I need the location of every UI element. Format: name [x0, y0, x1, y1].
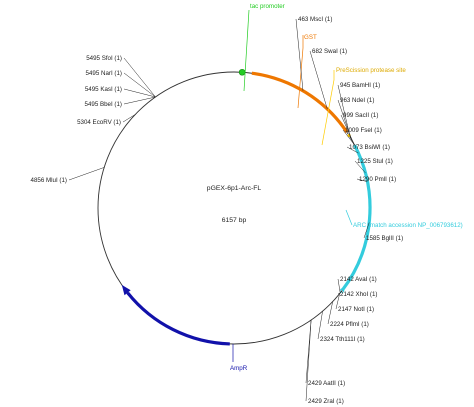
site-leader — [317, 311, 323, 340]
site-leader — [305, 319, 312, 402]
ampr-arrowhead — [121, 284, 131, 296]
gst-label: GST — [304, 34, 317, 41]
site-leader — [327, 301, 333, 325]
ampr-label: AmpR — [230, 365, 248, 372]
site-leader — [342, 129, 355, 146]
site-leader — [337, 84, 351, 138]
site-leader — [363, 222, 370, 239]
site-label[interactable]: 2224 PflmI (1) — [330, 321, 369, 328]
site-leader — [356, 178, 368, 182]
site-label[interactable]: 2142 AvaI (1) — [340, 276, 377, 283]
site-leader — [354, 160, 366, 174]
site-leader — [123, 88, 156, 98]
arc-label: ARC (match accession NP_006793612) — [353, 222, 463, 229]
restriction-sites: 463 MscI (1) 682 SwaI (1) 945 BamHI (1) 963… — [31, 16, 404, 405]
tac-promoter-marker[interactable] — [238, 68, 246, 76]
site-label[interactable]: 1009 FseI (1) — [345, 127, 382, 134]
site-label[interactable]: 5495 SfoI (1) — [86, 55, 122, 62]
plasmid-length: 6157 bp — [222, 217, 247, 224]
site-leader — [295, 18, 304, 91]
site-label[interactable]: 2142 XhoI (1) — [340, 291, 378, 298]
site-leader — [309, 50, 328, 110]
ampr-feature-arc[interactable] — [126, 291, 230, 346]
site-label[interactable]: 5495 BbeI (1) — [85, 101, 123, 108]
site-leader — [122, 114, 136, 123]
arc-feature-arc[interactable] — [340, 144, 372, 292]
site-label[interactable]: 1225 StuI (1) — [357, 158, 393, 165]
site-leader — [68, 167, 105, 181]
site-label[interactable]: 2147 NotI (1) — [338, 306, 374, 313]
site-label[interactable]: 945 BamHI (1) — [340, 82, 380, 89]
prescission-label: PreScission protease site — [336, 67, 406, 74]
site-leader — [123, 72, 156, 98]
tac-promoter-leader — [243, 9, 250, 92]
site-label[interactable]: 2429 AatII (1) — [308, 380, 345, 387]
site-leader — [123, 96, 156, 105]
site-label[interactable]: 1290 PmlI (1) — [359, 176, 396, 183]
arc-leader — [345, 209, 353, 226]
gst-leader — [297, 35, 304, 109]
site-label[interactable]: 463 MscI (1) — [298, 16, 332, 23]
arc-end-marker — [339, 288, 345, 293]
site-label[interactable]: 963 NdeI (1) — [340, 97, 374, 104]
site-label[interactable]: 1585 BglII (1) — [366, 235, 403, 242]
site-label[interactable]: 5495 KasI (1) — [85, 86, 122, 93]
site-label[interactable]: 2324 Tth111I (1) — [320, 336, 365, 343]
site-leader — [340, 114, 355, 144]
site-leader — [123, 57, 156, 98]
site-label[interactable]: 999 SacII (1) — [343, 112, 378, 119]
site-leader — [346, 146, 359, 154]
site-label[interactable]: 5304 EcoRV (1) — [77, 119, 121, 126]
prescission-leader — [321, 70, 335, 146]
site-leader — [337, 278, 341, 294]
site-label[interactable]: 1073 BsiWI (1) — [349, 144, 390, 151]
plasmid-name: pGEX-6p1-Arc-FL — [207, 185, 262, 192]
site-label[interactable]: 4856 MluI (1) — [31, 177, 67, 184]
tac-promoter-label: tac promoter — [250, 3, 285, 10]
site-leader — [337, 292, 341, 295]
site-label[interactable]: 682 SwaI (1) — [312, 48, 347, 55]
gst-feature-arc[interactable] — [251, 71, 349, 133]
site-label[interactable]: 2429 ZraI (1) — [308, 398, 344, 405]
site-leader — [335, 293, 340, 310]
site-label[interactable]: 5495 NarI (1) — [86, 70, 122, 77]
